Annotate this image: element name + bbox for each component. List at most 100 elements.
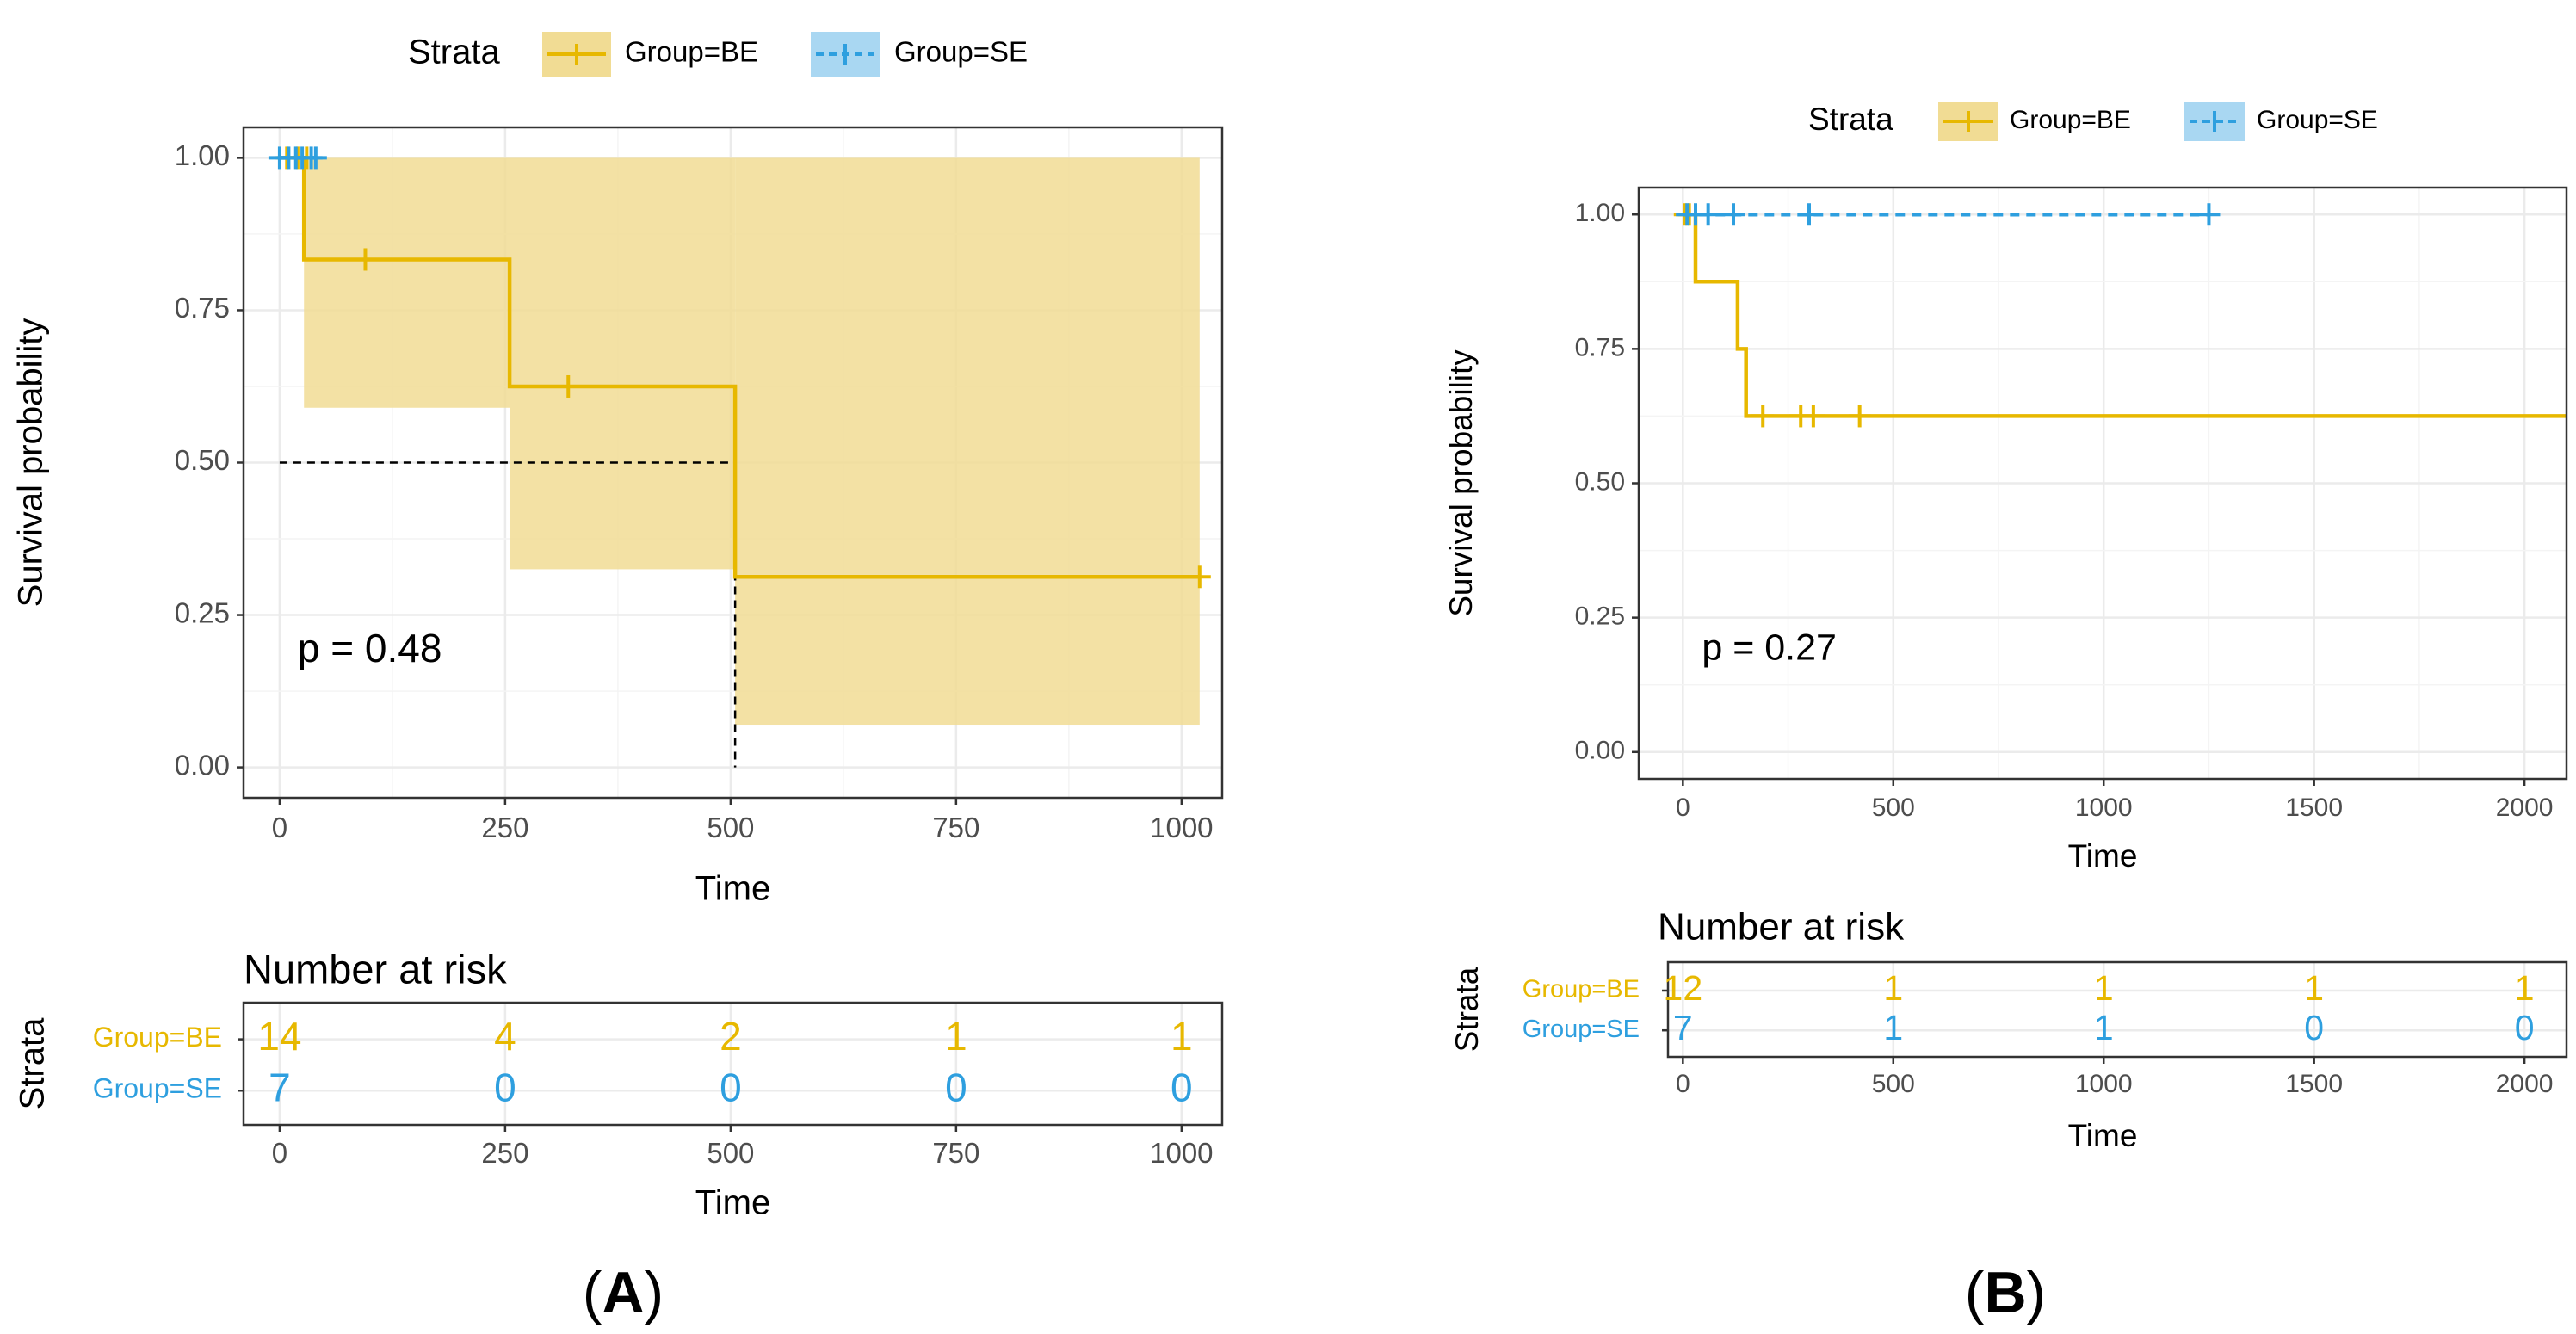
risk-x-axis-label: Time: [695, 1184, 770, 1222]
risk-x-tick-label: 2000: [2496, 1070, 2554, 1098]
risk-row-label: Group=SE: [1523, 1016, 1640, 1043]
legend-title: Strata: [1808, 102, 1893, 137]
risk-row-label: Group=BE: [93, 1022, 222, 1053]
risk-x-tick-label: 500: [1872, 1070, 1915, 1098]
ci-segment: [510, 157, 736, 570]
risk-count: 12: [1664, 968, 1703, 1008]
risk-row-label: Group=BE: [1523, 976, 1640, 1004]
panel-label-letter: A: [602, 1260, 644, 1325]
censor-mark: [1848, 405, 1871, 428]
y-axis-label: Survival probability: [1443, 349, 1479, 617]
x-tick-label: 1000: [2075, 794, 2133, 822]
risk-count: 1: [1171, 1014, 1193, 1059]
y-tick-label: 0.75: [175, 292, 230, 324]
panel-a: Strata Group=BE Group=SEp = 0.480 250 500 750…: [12, 32, 1224, 1325]
risk-count: 0: [494, 1065, 516, 1109]
panel-label-close: ): [645, 1260, 664, 1325]
censor-marks: [1673, 203, 1871, 428]
risk-count: 7: [1673, 1008, 1693, 1047]
risk-count: 1: [2094, 968, 2114, 1008]
risk-x-tick-label: 0: [1676, 1070, 1690, 1098]
legend-label: Group=BE: [625, 36, 758, 68]
risk-count: 1: [2094, 1008, 2114, 1047]
risk-count: 1: [2515, 968, 2535, 1008]
y-tick-label: 0.75: [1575, 333, 1625, 361]
censor-marks: [268, 146, 327, 170]
x-tick-label: 500: [1872, 794, 1915, 822]
risk-x-tick-label: 0: [272, 1137, 287, 1169]
x-tick-label: 500: [707, 812, 754, 843]
survival-curve-group-be: [279, 156, 1200, 579]
censor-mark: [557, 374, 580, 398]
risk-count: 1: [1883, 968, 1903, 1008]
y-tick-label: 0.25: [1575, 602, 1625, 631]
ci-segment: [735, 157, 1200, 726]
risk-y-axis-label: Strata: [14, 1017, 52, 1109]
risk-x-tick-label: 250: [481, 1137, 528, 1169]
y-tick-label: 1.00: [175, 139, 230, 171]
risk-count: 2: [720, 1014, 742, 1059]
risk-y-axis-label: Strata: [1449, 967, 1485, 1052]
panel-label-open: (: [1965, 1260, 1985, 1325]
risk-count: 0: [1171, 1065, 1193, 1109]
censor-mark: [1722, 203, 1745, 226]
risk-x-tick-label: 1000: [1150, 1137, 1213, 1169]
risk-x-tick-label: 500: [707, 1137, 754, 1169]
risk-row-label: Group=SE: [93, 1073, 222, 1104]
ci-band-group-be: [304, 157, 1200, 726]
p-value-annotation: p = 0.27: [1702, 627, 1837, 668]
risk-x-tick-label: 750: [932, 1137, 979, 1169]
y-axis-label: Survival probability: [12, 318, 50, 608]
risk-x-tick-label: 1000: [2075, 1070, 2133, 1098]
legend-label: Group=SE: [2257, 106, 2378, 134]
y-tick-label: 1.00: [1575, 199, 1625, 227]
legend-label: Group=BE: [2010, 106, 2131, 134]
risk-table: Number at risk Group=BE 14 4 2 1 1 Group=SE 7 0 0 0…: [14, 946, 1224, 1222]
censor-mark: [1696, 203, 1720, 226]
censor-mark: [1798, 203, 1820, 226]
risk-count: 7: [269, 1065, 291, 1109]
legend-label: Group=SE: [894, 36, 1028, 68]
panel-label: (A): [583, 1260, 664, 1325]
panel-label-close: ): [2027, 1260, 2047, 1325]
legend-title: Strata: [408, 34, 500, 71]
x-tick-label: 750: [932, 812, 979, 843]
risk-count: 1: [1883, 1008, 1903, 1047]
risk-count: 1: [2304, 968, 2324, 1008]
risk-count: 4: [494, 1014, 516, 1059]
panel-label-open: (: [583, 1260, 602, 1325]
risk-x-tick-label: 1500: [2285, 1070, 2343, 1098]
censor-mark: [1188, 565, 1211, 589]
risk-table-title: Number at risk: [1658, 906, 1905, 948]
y-tick-label: 0.25: [175, 596, 230, 628]
censor-mark: [2197, 203, 2221, 226]
x-tick-label: 0: [1676, 794, 1690, 822]
x-axis-label: Time: [2068, 838, 2138, 874]
censor-mark: [1801, 405, 1825, 428]
risk-table-border: [1666, 960, 2568, 1059]
p-value-annotation: p = 0.48: [298, 626, 442, 670]
risk-table-title: Number at risk: [244, 946, 507, 991]
panel-b: Strata Group=BE Group=SEp = 0.270 500 1000 15…: [1443, 102, 2568, 1325]
risk-count: 1: [945, 1014, 967, 1059]
x-tick-label: 1500: [2285, 794, 2343, 822]
censor-marks: [1676, 203, 2221, 226]
grid: [1639, 188, 2567, 779]
y-tick-label: 0.00: [175, 749, 230, 781]
legend: Strata Group=BE Group=SE: [1808, 102, 2378, 141]
risk-count: 0: [2515, 1008, 2535, 1047]
risk-count: 0: [945, 1065, 967, 1109]
y-tick-label: 0.00: [1575, 737, 1625, 765]
risk-x-axis-label: Time: [2068, 1118, 2138, 1153]
risk-count: 14: [257, 1014, 301, 1059]
x-tick-label: 1000: [1150, 812, 1213, 843]
y-tick-label: 0.50: [1575, 467, 1625, 496]
x-axis-label: Time: [695, 870, 770, 908]
y-tick-label: 0.50: [175, 444, 230, 476]
x-tick-label: 2000: [2496, 794, 2554, 822]
censor-mark: [1751, 405, 1775, 428]
x-tick-label: 0: [272, 812, 287, 843]
risk-count: 0: [2304, 1008, 2324, 1047]
